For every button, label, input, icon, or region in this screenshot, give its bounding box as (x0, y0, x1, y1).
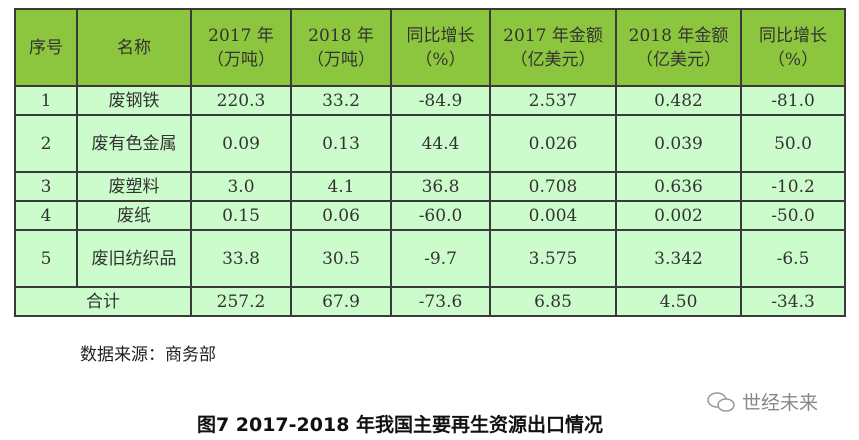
table-cell: 废塑料 (76, 171, 192, 202)
table-cell: 0.004 (489, 200, 617, 231)
table-row: 3 废塑料 3.0 4.1 36.8 0.708 0.636 -10.2 (14, 171, 846, 202)
table-cell: 3.575 (489, 229, 617, 288)
table-cell: 0.09 (190, 114, 292, 173)
table-cell: -9.7 (390, 229, 491, 288)
table-cell: -50.0 (740, 200, 846, 231)
table-cell: 2.537 (489, 85, 617, 116)
table-cell: 0.002 (615, 200, 742, 231)
header-row: 序号 名称 2017 年（万吨） 2018 年（万吨） 同比增长（%） 2017 年金额（… (14, 8, 846, 87)
table-cell: 0.15 (190, 200, 292, 231)
table-row: 5 废旧纺织品 33.8 30.5 -9.7 3.575 3.342 -6.5 (14, 229, 846, 288)
data-source: 数据来源：商务部 (80, 345, 216, 365)
table-cell: -10.2 (740, 171, 846, 202)
table-cell: 3.0 (190, 171, 292, 202)
column-header: 同比增长（%） (390, 8, 491, 87)
wechat-icon (707, 391, 735, 412)
table-cell: 4 (14, 200, 78, 231)
watermark: 世经未来 (706, 388, 818, 415)
table-cell: 50.0 (740, 114, 846, 173)
table-cell: 6.85 (489, 286, 617, 317)
table-cell: -6.5 (740, 229, 846, 288)
table-cell: 36.8 (390, 171, 491, 202)
table-row: 4 废纸 0.15 0.06 -60.0 0.004 0.002 -50.0 (14, 200, 846, 231)
table-cell: 33.2 (290, 85, 392, 116)
table-cell: 2 (14, 114, 78, 173)
table-cell: 废纸 (76, 200, 192, 231)
table-cell: 5 (14, 229, 78, 288)
table-cell: 257.2 (190, 286, 292, 317)
column-header: 2018 年金额（亿美元） (615, 8, 742, 87)
table-cell: 0.039 (615, 114, 742, 173)
table-cell: 0.06 (290, 200, 392, 231)
column-header: 2017 年（万吨） (190, 8, 292, 87)
watermark-text: 世经未来 (742, 392, 819, 414)
figure-caption: 图7 2017-2018 年我国主要再生资源出口情况 (196, 414, 604, 436)
column-header: 名称 (76, 8, 192, 87)
table-cell: 4.1 (290, 171, 392, 202)
table-cell: 0.482 (615, 85, 742, 116)
table-cell: 67.9 (290, 286, 392, 317)
table-cell: 4.50 (615, 286, 742, 317)
table-cell: -60.0 (390, 200, 491, 231)
table-row: 1 废钢铁 220.3 33.2 -84.9 2.537 0.482 -81.0 (14, 85, 846, 116)
table-row: 2 废有色金属 0.09 0.13 44.4 0.026 0.039 50.0 (14, 114, 846, 173)
table-cell: 33.8 (190, 229, 292, 288)
table-cell: 220.3 (190, 85, 292, 116)
table-cell: -81.0 (740, 85, 846, 116)
table-cell: 0.13 (290, 114, 392, 173)
total-row: 合计 257.2 67.9 -73.6 6.85 4.50 -34.3 (14, 286, 846, 317)
table-cell: 1 (14, 85, 78, 116)
table-cell: 废钢铁 (76, 85, 192, 116)
column-header: 2017 年金额（亿美元） (489, 8, 617, 87)
table-cell: 0.708 (489, 171, 617, 202)
table-cell: 30.5 (290, 229, 392, 288)
table-cell: 0.026 (489, 114, 617, 173)
column-header: 序号 (14, 8, 78, 87)
table-cell: 废有色金属 (76, 114, 192, 173)
table-cell: -34.3 (740, 286, 846, 317)
column-header: 2018 年（万吨） (290, 8, 392, 87)
column-header: 同比增长（%） (740, 8, 846, 87)
table-cell: -73.6 (390, 286, 491, 317)
table-cell: -84.9 (390, 85, 491, 116)
table-cell: 3.342 (615, 229, 742, 288)
table-cell: 合计 (14, 286, 192, 317)
table-cell: 0.636 (615, 171, 742, 202)
table-cell: 废旧纺织品 (76, 229, 192, 288)
data-table: 序号 名称 2017 年（万吨） 2018 年（万吨） 同比增长（%） 2017 年金额（… (14, 8, 846, 317)
table-cell: 3 (14, 171, 78, 202)
table-cell: 44.4 (390, 114, 491, 173)
